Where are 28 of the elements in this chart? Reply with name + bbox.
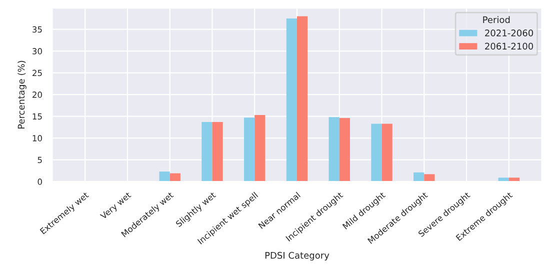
bar <box>424 174 435 182</box>
legend-label: 2061-2100 <box>485 42 534 50</box>
bar <box>244 118 255 182</box>
bar <box>159 172 170 182</box>
x-tick-label: Very wet <box>100 192 133 221</box>
bar <box>254 115 266 182</box>
y-tick-label: 0 <box>38 178 42 185</box>
y-tick-label: 25 <box>32 70 42 76</box>
bar <box>297 16 308 182</box>
y-tick-label: 30 <box>32 48 42 54</box>
bar <box>328 117 340 182</box>
bar <box>202 122 212 182</box>
legend-label: 2021-2060 <box>485 30 534 36</box>
bar <box>371 124 382 182</box>
bar <box>339 118 350 182</box>
bar <box>170 173 180 182</box>
bar <box>414 172 424 182</box>
bar <box>286 18 297 182</box>
y-axis-title: Percentage (%) <box>18 60 26 129</box>
y-tick-label: 35 <box>32 26 42 33</box>
bar <box>382 124 392 182</box>
bar <box>212 122 223 182</box>
legend-title: Period <box>483 16 510 24</box>
y-tick-label: 5 <box>38 156 42 164</box>
y-tick-label: 20 <box>32 92 42 98</box>
y-tick-label: 15 <box>32 113 42 120</box>
x-axis-title: PDSI Category <box>265 252 330 260</box>
y-tick-label: 10 <box>32 135 42 142</box>
